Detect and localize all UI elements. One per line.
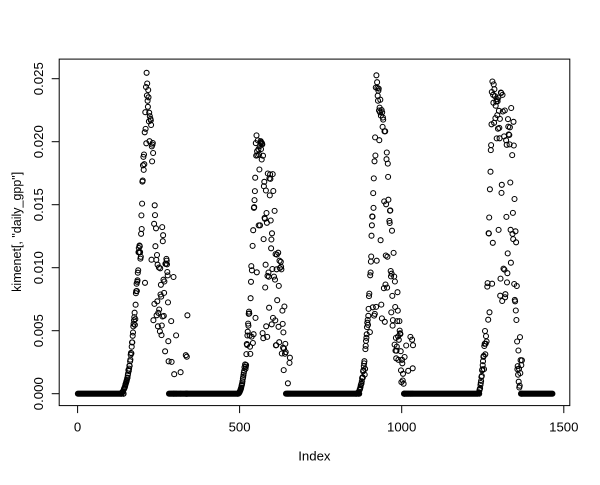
svg-text:0.020: 0.020 xyxy=(31,125,46,158)
svg-text:500: 500 xyxy=(229,419,251,434)
svg-text:0.015: 0.015 xyxy=(31,188,46,221)
svg-text:1000: 1000 xyxy=(387,419,416,434)
svg-text:1500: 1500 xyxy=(549,419,578,434)
svg-text:0.005: 0.005 xyxy=(31,314,46,347)
svg-text:0: 0 xyxy=(74,419,81,434)
svg-text:0.025: 0.025 xyxy=(31,62,46,95)
svg-text:Index: Index xyxy=(298,448,331,463)
svg-text:kimenet[, "daily_gpp"]: kimenet[, "daily_gpp"] xyxy=(10,172,24,292)
svg-text:0.010: 0.010 xyxy=(31,251,46,284)
svg-text:0.000: 0.000 xyxy=(31,377,46,410)
